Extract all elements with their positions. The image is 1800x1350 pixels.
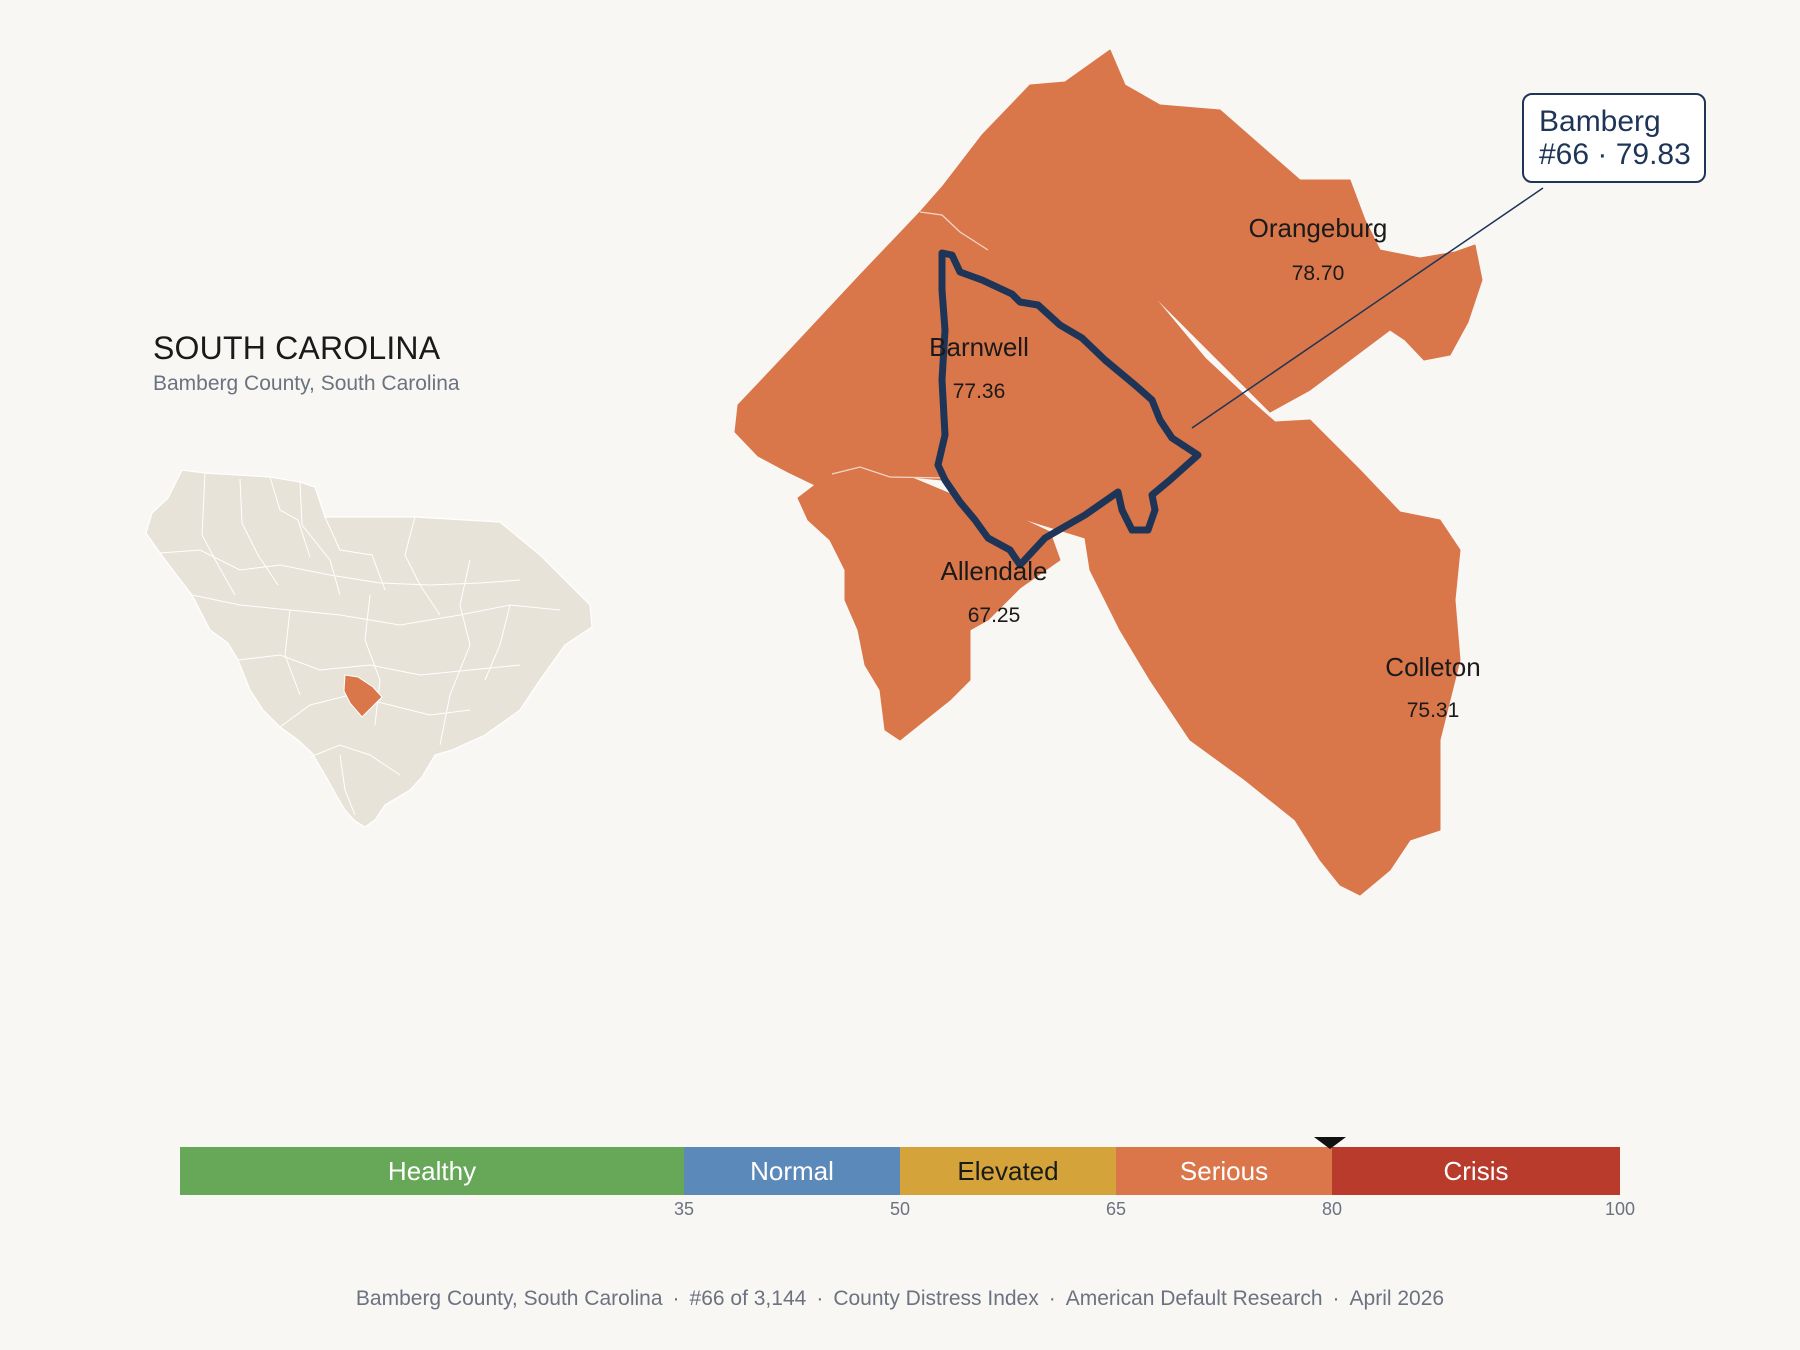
locator-highlight-bamberg [343, 674, 383, 718]
locator-map [145, 469, 593, 828]
footer-separator: · [1332, 1287, 1340, 1310]
county-name: Allendale [941, 556, 1048, 586]
scale-segment-elevated: Elevated [900, 1147, 1116, 1195]
footer-source: American Default Research [1065, 1287, 1323, 1310]
main-map: Orangeburg 78.70 Barnwell 77.36 Allendal… [734, 49, 1544, 896]
county-callout: Bamberg #66 · 79.83 [1522, 93, 1706, 183]
scale-tick: 80 [1321, 1199, 1343, 1219]
footer-separator: · [672, 1287, 680, 1310]
state-shape [145, 469, 593, 828]
callout-county-name: Bamberg [1539, 105, 1661, 138]
county-name: Barnwell [929, 332, 1029, 362]
footer-separator: · [816, 1287, 824, 1310]
scale-tick: 100 [1604, 1199, 1636, 1219]
county-value: 77.36 [953, 380, 1006, 403]
distress-scale: Healthy Normal Elevated Serious Crisis 3… [180, 1137, 1635, 1219]
county-borders [159, 472, 561, 816]
footer-rank: #66 of 3,144 [689, 1287, 807, 1310]
scale-segment-crisis: Crisis [1332, 1147, 1620, 1195]
footer-county: Bamberg County, South Carolina [355, 1287, 663, 1310]
scale-segment-normal: Normal [684, 1147, 900, 1195]
bamberg-outline [934, 249, 1202, 569]
county-outlines [831, 211, 989, 479]
footer-separator: · [1048, 1287, 1056, 1310]
footer: Bamberg County, South Carolina · #66 of 3,… [0, 1287, 1800, 1311]
county-name: Colleton [1385, 652, 1480, 682]
state-title: SOUTH CAROLINA [153, 330, 441, 366]
county-value: 67.25 [968, 604, 1021, 627]
county-colleton [1084, 419, 1461, 896]
callout-leader-line [1191, 187, 1544, 429]
scale-tick: 65 [1105, 1199, 1127, 1219]
footer-index: County Distress Index [833, 1287, 1039, 1310]
scale-segment-serious: Serious [1116, 1147, 1332, 1195]
county-value: 75.31 [1407, 699, 1460, 722]
scale-marker [1313, 1137, 1346, 1149]
callout-rank-value: #66 · 79.83 [1539, 138, 1691, 171]
scale-tick: 50 [889, 1199, 911, 1219]
state-subtitle: Bamberg County, South Carolina [153, 372, 460, 395]
county-value: 78.70 [1292, 262, 1345, 285]
scale-segment-healthy: Healthy [180, 1147, 684, 1195]
scale-tick: 35 [673, 1199, 695, 1219]
county-name: Orangeburg [1249, 213, 1388, 243]
footer-date: April 2026 [1349, 1287, 1445, 1310]
